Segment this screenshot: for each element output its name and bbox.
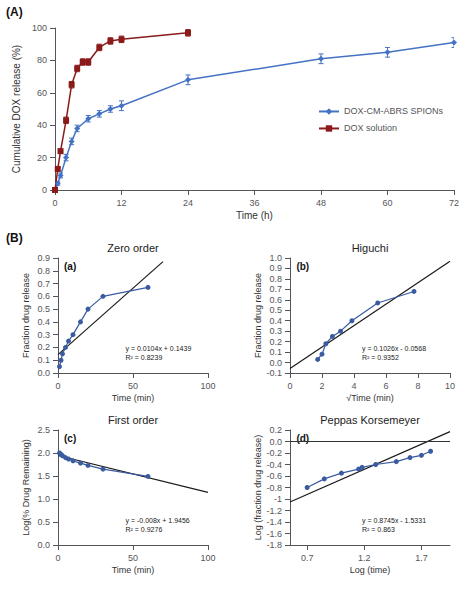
svg-text:0.2: 0.2 [37,342,50,352]
svg-text:0.0: 0.0 [269,358,282,368]
svg-text:0.5: 0.5 [37,304,50,314]
svg-text:DOX-CM-ABRS SPIONs: DOX-CM-ABRS SPIONs [344,106,444,116]
svg-text:-0.1: -0.1 [266,368,282,378]
svg-text:4: 4 [351,381,356,391]
svg-text:0.5: 0.5 [37,517,50,527]
svg-text:0.0: 0.0 [269,437,282,447]
svg-text:60: 60 [382,198,392,208]
svg-text:100: 100 [200,381,215,391]
svg-text:(B): (B) [6,231,23,245]
svg-text:0.4: 0.4 [37,317,50,327]
svg-text:60: 60 [37,88,47,98]
svg-text:50: 50 [128,553,138,563]
svg-text:0.9: 0.9 [37,253,50,263]
svg-text:√Time (min): √Time (min) [346,393,394,403]
svg-text:(a): (a) [64,261,76,272]
svg-text:y = -0.008x + 1.9456: y = -0.008x + 1.9456 [126,517,190,525]
svg-text:Fraction drug release: Fraction drug release [253,273,263,358]
svg-text:0: 0 [287,381,292,391]
svg-text:0.3: 0.3 [37,330,50,340]
svg-text:-0.2: -0.2 [266,448,282,458]
svg-text:100: 100 [32,23,47,33]
svg-text:First order: First order [108,414,158,426]
svg-text:50: 50 [128,381,138,391]
svg-text:12: 12 [116,198,126,208]
svg-text:48: 48 [316,198,326,208]
svg-text:Peppas Korsemeyer: Peppas Korsemeyer [320,414,420,426]
svg-text:Time (min): Time (min) [112,393,155,403]
svg-text:80: 80 [37,55,47,65]
svg-text:0.0: 0.0 [37,368,50,378]
svg-text:-1.8: -1.8 [266,540,282,550]
svg-text:-1.6: -1.6 [266,529,282,539]
svg-text:Time (min): Time (min) [112,565,155,575]
svg-text:y = 0.1026x - 0.0568: y = 0.1026x - 0.0568 [362,345,426,353]
svg-text:-1: -1 [274,494,282,504]
svg-text:DOX solution: DOX solution [344,123,397,133]
svg-text:0.1: 0.1 [269,347,282,357]
svg-text:1.0: 1.0 [269,253,282,263]
svg-text:R² = 0.8239: R² = 0.8239 [126,354,163,361]
svg-text:(A): (A) [6,5,23,19]
svg-text:8: 8 [415,381,420,391]
svg-text:Fraction drug release: Fraction drug release [21,273,31,358]
svg-text:0.2: 0.2 [269,337,282,347]
svg-text:10: 10 [445,381,455,391]
svg-text:6: 6 [383,381,388,391]
svg-text:Higuchi: Higuchi [352,242,389,254]
svg-text:0.7: 0.7 [269,284,282,294]
svg-text:1.7: 1.7 [415,553,428,563]
svg-text:20: 20 [37,153,47,163]
svg-text:0.3: 0.3 [269,326,282,336]
svg-text:0: 0 [55,381,60,391]
svg-text:Log(% Drug Remaining): Log(% Drug Remaining) [21,439,31,536]
svg-text:-1.4: -1.4 [266,517,282,527]
svg-text:0: 0 [52,198,57,208]
svg-text:0.5: 0.5 [269,305,282,315]
svg-text:0.6: 0.6 [269,295,282,305]
svg-text:0.8: 0.8 [269,274,282,284]
svg-text:0.6: 0.6 [37,291,50,301]
svg-text:1.0: 1.0 [37,494,50,504]
svg-text:2.0: 2.0 [37,448,50,458]
svg-text:0.7: 0.7 [37,279,50,289]
svg-text:0: 0 [42,185,47,195]
svg-text:0: 0 [55,553,60,563]
svg-text:1.5: 1.5 [37,471,50,481]
svg-text:0.1: 0.1 [37,355,50,365]
svg-text:Log (fraction drug release): Log (fraction drug release) [253,435,263,541]
svg-text:36: 36 [249,198,259,208]
svg-text:0.9: 0.9 [269,263,282,273]
svg-text:0.4: 0.4 [269,316,282,326]
svg-text:(c): (c) [64,433,76,444]
svg-text:y = 0.8745x - 1.5331: y = 0.8745x - 1.5331 [362,517,426,525]
svg-text:40: 40 [37,120,47,130]
svg-text:2: 2 [319,381,324,391]
svg-text:2.5: 2.5 [37,425,50,435]
svg-text:Cumulative DOX release (%): Cumulative DOX release (%) [11,45,22,173]
svg-text:-1.2: -1.2 [266,506,282,516]
svg-text:-0.4: -0.4 [266,460,282,470]
svg-text:1.2: 1.2 [358,553,371,563]
svg-text:(d): (d) [296,432,310,444]
svg-text:Zero order: Zero order [107,242,159,254]
svg-text:R² = 0.9352: R² = 0.9352 [362,354,399,361]
svg-text:Log (time): Log (time) [350,565,391,575]
svg-text:0.0: 0.0 [37,540,50,550]
svg-text:100: 100 [200,553,215,563]
svg-text:0.7: 0.7 [301,553,314,563]
svg-text:-0.8: -0.8 [266,483,282,493]
svg-text:72: 72 [449,198,459,208]
svg-text:R² = 0.863: R² = 0.863 [362,526,395,533]
svg-text:(b): (b) [296,261,309,272]
svg-text:y = 0.0104x + 0.1439: y = 0.0104x + 0.1439 [126,345,192,353]
svg-text:Time (h): Time (h) [236,210,273,221]
svg-text:-0.6: -0.6 [266,471,282,481]
svg-text:0.2: 0.2 [269,425,282,435]
svg-text:R² = 0.9276: R² = 0.9276 [126,526,163,533]
svg-text:24: 24 [183,198,193,208]
svg-text:0.8: 0.8 [37,266,50,276]
